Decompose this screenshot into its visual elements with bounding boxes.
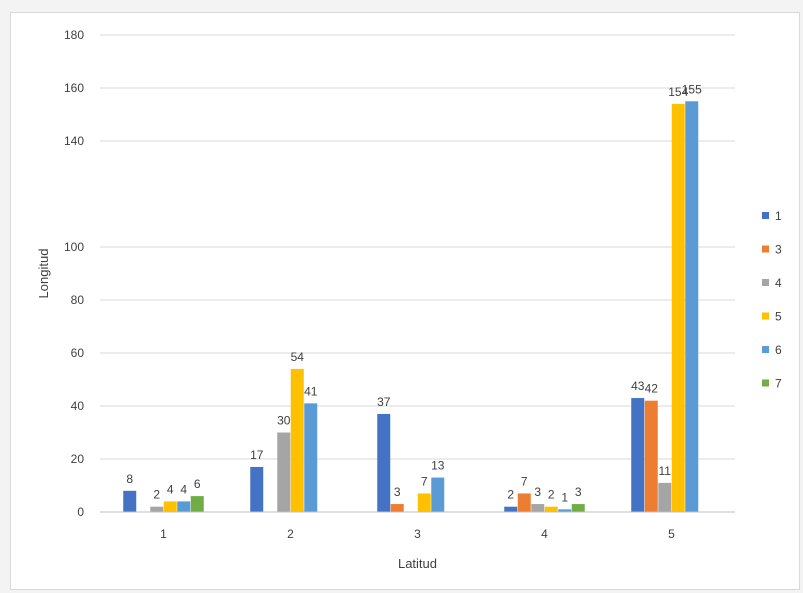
bar-4-1 <box>150 506 164 512</box>
bar-3-3 <box>390 504 404 512</box>
legend-label: 6 <box>775 343 782 357</box>
legend-swatch-4 <box>762 279 769 286</box>
legend-swatch-7 <box>762 379 769 387</box>
legend-label: 1 <box>775 209 782 223</box>
bar-6-3 <box>431 477 445 512</box>
bar-6-2 <box>304 403 318 512</box>
bar-1-4 <box>504 506 518 512</box>
bar-5-1 <box>163 501 177 512</box>
x-axis-ticks: 1 2 3 4 5 <box>160 527 675 541</box>
legend-label: 7 <box>775 377 782 391</box>
gridlines <box>100 34 735 460</box>
bar-5-3 <box>417 493 431 512</box>
bar-6-4 <box>558 509 572 512</box>
data-label: 4 <box>180 482 187 496</box>
data-label: 42 <box>645 382 659 396</box>
data-label: 41 <box>304 384 318 398</box>
legend-swatch-5 <box>762 312 769 320</box>
bar-4-5 <box>658 482 672 512</box>
y-tick-label: 0 <box>77 505 84 519</box>
y-tick-label: 180 <box>64 28 84 42</box>
legend-swatch-1 <box>762 212 769 219</box>
data-label: 6 <box>194 477 201 491</box>
x-tick-label: 3 <box>414 527 421 541</box>
data-label: 11 <box>659 464 672 478</box>
legend-swatch-6 <box>762 346 769 353</box>
x-tick-label: 1 <box>160 527 167 541</box>
data-label: 4 <box>167 482 174 496</box>
y-tick-label: 40 <box>71 399 85 413</box>
y-tick-label: 80 <box>71 293 85 307</box>
x-tick-label: 2 <box>287 527 294 541</box>
x-tick-label: 5 <box>668 527 675 541</box>
y-axis-title: Longitud <box>36 249 51 299</box>
legend-label: 3 <box>775 243 782 257</box>
bar-5-2 <box>290 368 304 512</box>
bar-3-4 <box>517 493 531 512</box>
data-label: 13 <box>431 459 445 473</box>
legend-label: 4 <box>775 276 782 290</box>
data-label: 2 <box>153 488 160 502</box>
data-label: 1 <box>561 490 568 504</box>
x-tick-label: 4 <box>541 527 548 541</box>
data-label: 43 <box>631 379 645 393</box>
bar-1-2 <box>250 466 264 512</box>
bar-1-5 <box>631 398 645 512</box>
bar-5-5 <box>671 103 685 513</box>
bar-6-5 <box>685 101 699 512</box>
x-axis-title: Latitud <box>398 556 437 571</box>
data-label: 7 <box>421 474 428 488</box>
bar-6-1 <box>177 501 191 512</box>
bar-1-1 <box>123 490 137 512</box>
legend: 1 3 4 5 6 7 <box>762 209 782 391</box>
y-tick-label: 60 <box>71 346 85 360</box>
y-tick-label: 20 <box>71 452 85 466</box>
y-axis-ticks: 0 20 40 60 80 100 140 160 180 <box>64 28 84 519</box>
bar-3-5 <box>644 400 658 512</box>
y-tick-label: 160 <box>64 81 84 95</box>
data-label: 2 <box>548 488 555 502</box>
y-tick-label: 100 <box>64 240 84 254</box>
data-label: 2 <box>507 488 514 502</box>
bar-1-3 <box>377 413 391 512</box>
legend-label: 5 <box>775 310 782 324</box>
data-label: 54 <box>291 350 305 364</box>
data-label: 30 <box>277 414 291 428</box>
data-label: 8 <box>126 472 133 486</box>
data-label: 37 <box>377 395 391 409</box>
bar-7-1 <box>190 496 204 512</box>
data-label: 155 <box>682 82 702 96</box>
data-label: 7 <box>521 474 528 488</box>
bar-7-4 <box>571 504 585 512</box>
bars <box>123 101 699 513</box>
bar-5-4 <box>544 506 558 512</box>
data-label: 154 <box>668 85 688 99</box>
legend-swatch-3 <box>762 245 769 253</box>
bar-4-4 <box>531 504 545 512</box>
data-label: 17 <box>250 448 264 462</box>
data-label: 3 <box>534 485 541 499</box>
y-tick-label: 140 <box>64 134 84 148</box>
data-label: 3 <box>575 485 582 499</box>
bar-4-2 <box>277 432 291 512</box>
data-label: 3 <box>394 485 401 499</box>
